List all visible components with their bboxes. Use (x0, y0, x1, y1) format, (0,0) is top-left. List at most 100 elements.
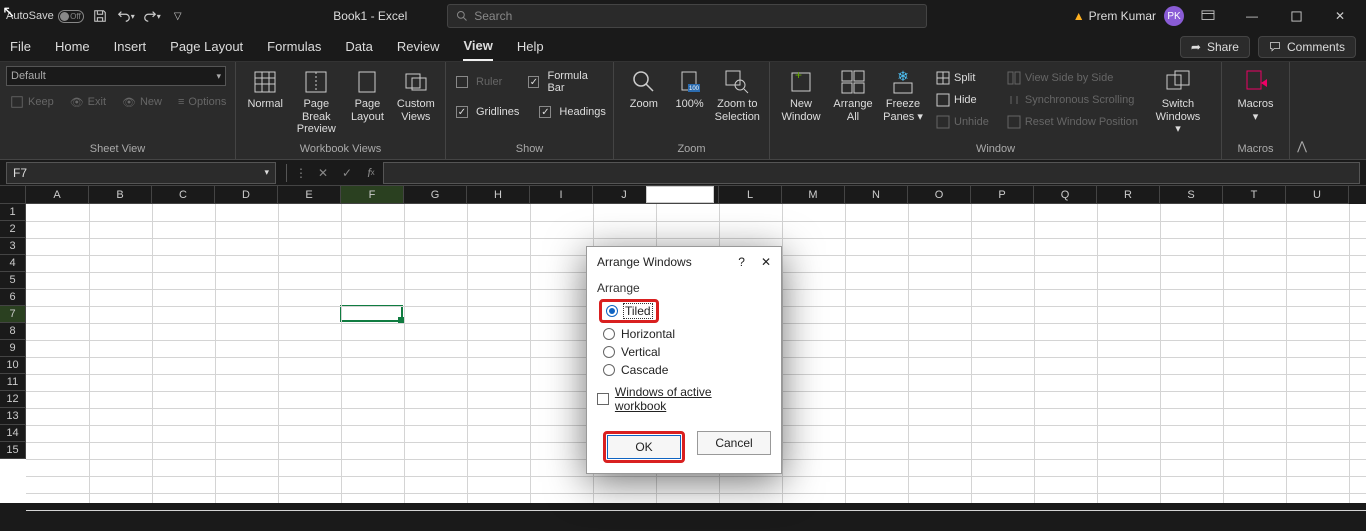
row-header[interactable]: 8 (0, 323, 26, 340)
undo-icon[interactable]: ▾ (116, 6, 136, 26)
tab-formulas[interactable]: Formulas (267, 32, 321, 61)
tab-file[interactable]: File (10, 32, 31, 61)
keep-button[interactable]: Keep (6, 92, 58, 112)
headings-checkbox[interactable]: ✓Headings (535, 102, 609, 122)
column-header[interactable]: T (1223, 186, 1286, 204)
formula-input[interactable] (383, 162, 1360, 184)
warning-icon[interactable]: ▲ (1073, 9, 1085, 23)
column-header[interactable]: I (530, 186, 593, 204)
row-header[interactable]: 10 (0, 357, 26, 374)
row-header[interactable]: 15 (0, 442, 26, 459)
formula-bar-checkbox[interactable]: ✓Formula Bar (524, 72, 607, 92)
minimize-button[interactable]: — (1232, 2, 1272, 30)
column-header[interactable]: M (782, 186, 845, 204)
row-header[interactable]: 5 (0, 272, 26, 289)
ruler-checkbox[interactable]: Ruler (452, 72, 506, 92)
collapse-ribbon-button[interactable]: ⋀ (1290, 62, 1314, 159)
row-header[interactable]: 7 (0, 306, 26, 323)
page-layout-button[interactable]: Page Layout (344, 66, 390, 125)
column-header[interactable]: R (1097, 186, 1160, 204)
column-header[interactable]: C (152, 186, 215, 204)
selected-cell[interactable] (340, 305, 403, 322)
column-header[interactable]: L (719, 186, 782, 204)
switch-windows-button[interactable]: Switch Windows ▾ (1150, 66, 1206, 138)
column-header[interactable]: S (1160, 186, 1223, 204)
row-header[interactable]: 12 (0, 391, 26, 408)
arrange-all-button[interactable]: Arrange All (828, 66, 878, 125)
tab-page-layout[interactable]: Page Layout (170, 32, 243, 61)
zoom-100-button[interactable]: 100100% (670, 66, 710, 113)
name-box[interactable]: F7▾ (6, 162, 276, 184)
gridlines-checkbox[interactable]: ✓Gridlines (452, 102, 523, 122)
ribbon-mode-icon[interactable] (1188, 2, 1228, 30)
column-header[interactable]: G (404, 186, 467, 204)
help-button[interactable]: ? (738, 255, 745, 269)
toggle-off-icon[interactable]: Off (58, 10, 84, 23)
side-by-side-button[interactable]: View Side by Side (1003, 68, 1142, 88)
avatar[interactable]: PK (1164, 6, 1184, 26)
maximize-button[interactable] (1276, 2, 1316, 30)
reset-pos-button[interactable]: Reset Window Position (1003, 112, 1142, 132)
cancel-formula-button[interactable]: ✕ (311, 162, 335, 184)
column-header[interactable]: H (467, 186, 530, 204)
unhide-button[interactable]: Unhide (932, 112, 993, 132)
redo-icon[interactable]: ▾ (142, 6, 162, 26)
column-header[interactable]: D (215, 186, 278, 204)
new-window-button[interactable]: +New Window (776, 66, 826, 125)
tab-review[interactable]: Review (397, 32, 440, 61)
enter-formula-button[interactable]: ✓ (335, 162, 359, 184)
ok-button[interactable]: OK (607, 435, 681, 459)
close-button[interactable]: ✕ (1320, 2, 1360, 30)
row-header[interactable]: 1 (0, 204, 26, 221)
save-icon[interactable] (90, 6, 110, 26)
checkbox-active-workbook[interactable]: Windows of active workbook (597, 383, 771, 415)
select-all-corner[interactable] (0, 186, 26, 204)
cancel-button[interactable]: Cancel (697, 431, 771, 455)
radio-horizontal[interactable]: Horizontal (597, 325, 771, 343)
row-header[interactable]: 2 (0, 221, 26, 238)
new-view-button[interactable]: 👁New (118, 92, 166, 112)
user-name[interactable]: Prem Kumar (1089, 9, 1156, 23)
search-input[interactable]: Search (447, 4, 927, 28)
autosave-toggle[interactable]: AutoSave Off (6, 10, 84, 23)
exit-button[interactable]: 👁Exit (66, 92, 110, 112)
row-header[interactable]: 13 (0, 408, 26, 425)
tab-home[interactable]: Home (55, 32, 90, 61)
radio-cascade[interactable]: Cascade (597, 361, 771, 379)
tab-view[interactable]: View (463, 32, 492, 61)
qat-dropdown-icon[interactable]: ▽ (168, 6, 188, 26)
tab-insert[interactable]: Insert (114, 32, 147, 61)
zoom-selection-button[interactable]: Zoom to Selection (712, 66, 763, 125)
column-header[interactable]: Q (1034, 186, 1097, 204)
custom-views-button[interactable]: Custom Views (393, 66, 439, 125)
comments-button[interactable]: Comments (1258, 36, 1356, 58)
row-header[interactable]: 9 (0, 340, 26, 357)
page-break-button[interactable]: Page Break Preview (290, 66, 342, 138)
share-button[interactable]: ➦Share (1180, 36, 1250, 58)
column-header[interactable]: A (26, 186, 89, 204)
split-button[interactable]: Split (932, 68, 993, 88)
row-header[interactable]: 3 (0, 238, 26, 255)
column-header[interactable]: B (89, 186, 152, 204)
options-button[interactable]: ≡Options (174, 92, 230, 112)
row-header[interactable]: 4 (0, 255, 26, 272)
column-header[interactable]: E (278, 186, 341, 204)
close-icon[interactable]: ✕ (761, 255, 771, 269)
radio-vertical[interactable]: Vertical (597, 343, 771, 361)
fx-button[interactable]: fx (359, 162, 383, 184)
dialog-title-bar[interactable]: Arrange Windows ? ✕ (587, 247, 781, 277)
column-header[interactable]: P (971, 186, 1034, 204)
sheet-view-select[interactable]: Default▾ (6, 66, 226, 86)
hide-button[interactable]: Hide (932, 90, 993, 110)
row-header[interactable]: 11 (0, 374, 26, 391)
column-header[interactable]: O (908, 186, 971, 204)
macros-button[interactable]: Macros▾ (1228, 66, 1283, 125)
column-header[interactable]: F (341, 186, 404, 204)
normal-button[interactable]: Normal (242, 66, 288, 113)
row-header[interactable]: 6 (0, 289, 26, 306)
tab-help[interactable]: Help (517, 32, 544, 61)
zoom-button[interactable]: Zoom (620, 66, 668, 113)
radio-tiled[interactable]: Tiled (606, 304, 652, 318)
column-header[interactable]: N (845, 186, 908, 204)
sync-scroll-button[interactable]: Synchronous Scrolling (1003, 90, 1142, 110)
